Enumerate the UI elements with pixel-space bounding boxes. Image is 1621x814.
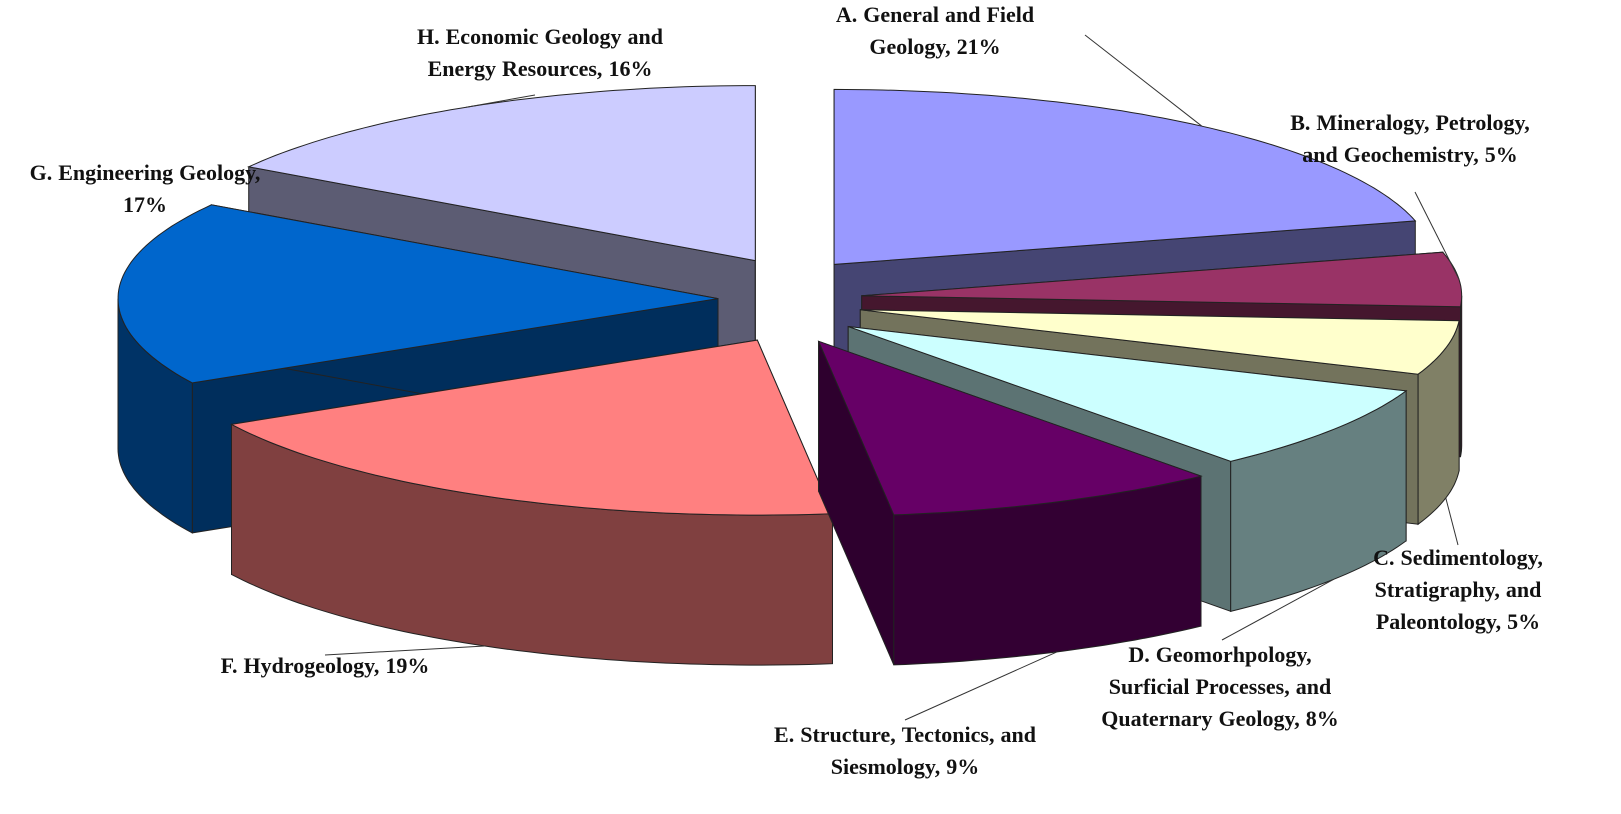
slice bbox=[817, 340, 1203, 666]
leader-line bbox=[1221, 578, 1334, 641]
slice-top bbox=[247, 85, 756, 262]
leader-line bbox=[904, 651, 1058, 721]
label-word: and bbox=[1296, 674, 1331, 699]
label-word: Geology, bbox=[869, 34, 950, 59]
slice bbox=[229, 339, 834, 666]
label-word: Processes, bbox=[1195, 674, 1289, 699]
slice-top bbox=[817, 340, 1203, 516]
label-word: and bbox=[1506, 577, 1541, 602]
label-word: C. bbox=[1373, 545, 1394, 570]
slice-label: D. Geomorhpology, Surficial Processes, and Qu… bbox=[1101, 642, 1338, 731]
label-word: Mineralogy, bbox=[1316, 110, 1429, 135]
label-word: Surficial bbox=[1109, 674, 1190, 699]
label-word: Sedimentology, bbox=[1400, 545, 1542, 570]
label-word: Field bbox=[986, 2, 1034, 27]
leader-line bbox=[324, 645, 485, 656]
label-word: F. bbox=[221, 653, 238, 678]
label-word: Engineering bbox=[58, 160, 173, 185]
label-word: Siesmology, bbox=[831, 754, 940, 779]
slice-top bbox=[860, 309, 1460, 375]
slice-label: C. Sedimentology, Stratigraphy, and Paleonto… bbox=[1373, 545, 1543, 634]
value-label: 19% bbox=[385, 653, 429, 678]
slice-wall bbox=[1460, 295, 1463, 457]
leader-line bbox=[1445, 497, 1459, 546]
label-word: Geology, bbox=[179, 160, 260, 185]
slice-label: A. General and Field Geology, 21% bbox=[836, 2, 1034, 59]
leader-line bbox=[1084, 34, 1203, 127]
label-word: Paleontology, bbox=[1376, 609, 1501, 634]
label-word: and bbox=[628, 24, 663, 49]
label-word: Resources, bbox=[502, 56, 602, 81]
label-word: H. bbox=[417, 24, 440, 49]
slice-top bbox=[229, 339, 834, 516]
label-word: Geology, bbox=[1218, 706, 1299, 731]
label-word: Geomorhpology, bbox=[1156, 642, 1312, 667]
leader-line bbox=[1414, 191, 1460, 280]
label-word: B. bbox=[1290, 110, 1310, 135]
value-label: 8% bbox=[1306, 706, 1339, 731]
slice-label: G. Engineering Geology, 17% bbox=[30, 160, 261, 217]
label-word: Stratigraphy, bbox=[1375, 577, 1500, 602]
value-label: 17% bbox=[123, 192, 167, 217]
slice-label: H. Economic Geology and Energy Resources, 16% bbox=[417, 24, 663, 81]
slice-label: B. Mineralogy, Petrology, and Geochemistry, 5… bbox=[1290, 110, 1530, 167]
label-word: Economic bbox=[446, 24, 539, 49]
label-word: Tectonics, bbox=[902, 722, 995, 747]
value-label: 16% bbox=[608, 56, 652, 81]
label-word: D. bbox=[1128, 642, 1149, 667]
slice-label: E. Structure, Tectonics, and Siesmology, 9% bbox=[774, 722, 1036, 779]
label-word: Petrology, bbox=[1435, 110, 1529, 135]
slice-label: F. Hydrogeology, 19% bbox=[221, 653, 430, 678]
label-word: and bbox=[1302, 142, 1337, 167]
label-word: and bbox=[945, 2, 980, 27]
label-word: E. bbox=[774, 722, 794, 747]
slice-top bbox=[848, 326, 1408, 462]
label-word: Energy bbox=[428, 56, 496, 81]
label-word: A. bbox=[836, 2, 857, 27]
label-word: G. bbox=[30, 160, 53, 185]
label-word: General bbox=[863, 2, 939, 27]
value-label: 21% bbox=[957, 34, 1001, 59]
label-word: Structure, bbox=[800, 722, 896, 747]
slice-top bbox=[117, 204, 719, 384]
value-label: 5% bbox=[1485, 142, 1518, 167]
label-word: Hydrogeology, bbox=[244, 653, 380, 678]
label-word: Geochemistry, bbox=[1344, 142, 1479, 167]
value-label: 9% bbox=[946, 754, 979, 779]
leader-line bbox=[466, 94, 536, 108]
label-word: and bbox=[1000, 722, 1035, 747]
value-label: 5% bbox=[1507, 609, 1540, 634]
label-word: Geology bbox=[545, 24, 622, 49]
label-word: Quaternary bbox=[1101, 706, 1212, 731]
